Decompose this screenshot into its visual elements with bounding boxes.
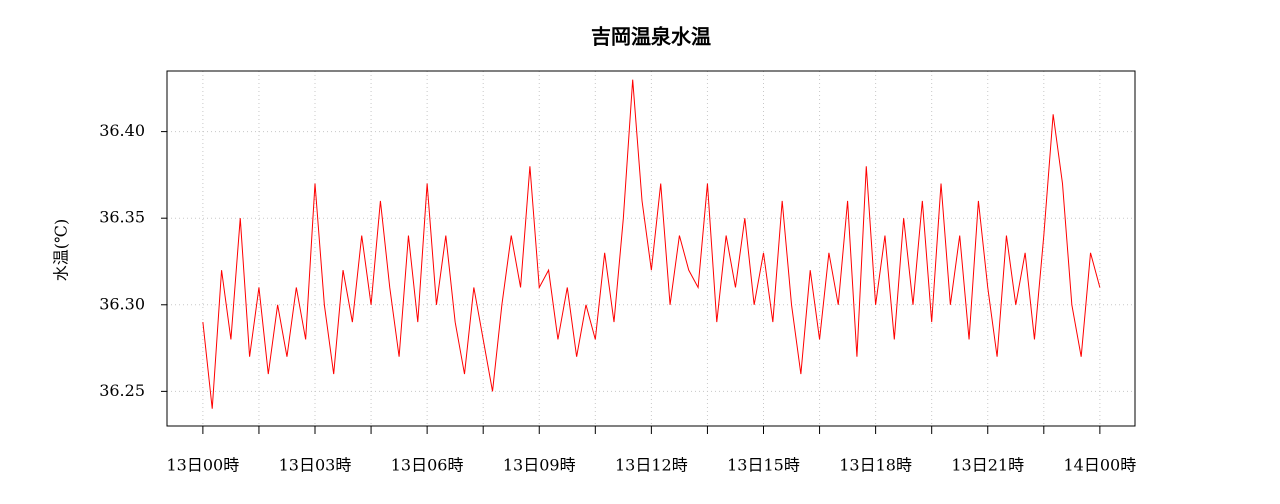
y-tick-label: 36.40 <box>99 121 145 140</box>
y-tick-label: 36.25 <box>99 381 145 400</box>
x-tick-label: 13日09時 <box>503 456 576 475</box>
y-tick-label: 36.30 <box>99 294 145 313</box>
x-tick-label: 13日00時 <box>167 456 240 475</box>
x-tick-label: 13日15時 <box>727 456 800 475</box>
x-tick-label: 13日12時 <box>615 456 688 475</box>
plot-frame <box>166 70 1136 427</box>
x-tick-label: 13日03時 <box>279 456 352 475</box>
x-tick-label: 13日06時 <box>391 456 464 475</box>
x-tick-label: 13日21時 <box>951 456 1024 475</box>
x-tick-label: 13日18時 <box>839 456 912 475</box>
y-tick-label: 36.35 <box>99 208 145 227</box>
x-tick-label: 14日00時 <box>1064 456 1137 475</box>
data-line <box>202 79 1101 409</box>
chart-title: 吉岡温泉水温 <box>591 25 711 49</box>
y-axis-label: 水温(℃) <box>52 219 71 281</box>
